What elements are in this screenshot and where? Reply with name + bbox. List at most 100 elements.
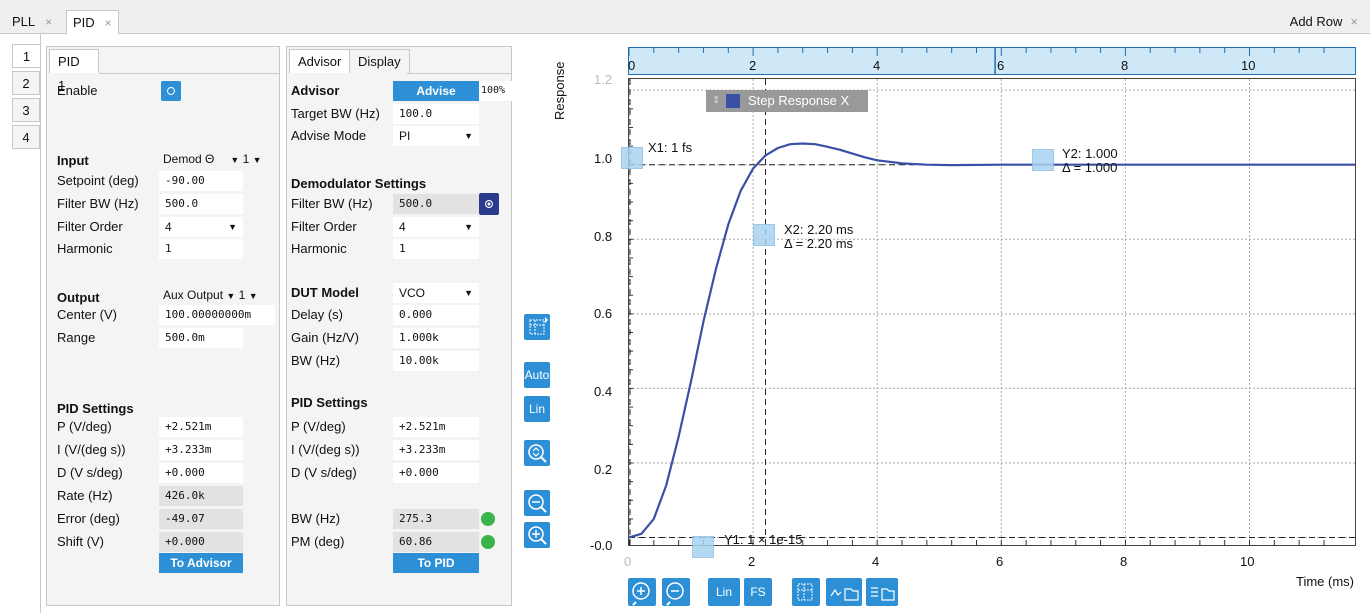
target-bw-field[interactable]: 100.0 [393,104,479,124]
x-tick-label: 4 [872,554,880,569]
overview-tick-label: 4 [873,58,881,73]
cursor-x1-label: X1: 1 fs [648,140,693,155]
d-field[interactable]: +0.000 [159,463,243,483]
side-tab-3[interactable]: 3 [12,98,40,122]
cursor-x2-handle[interactable] [753,224,775,246]
side-tab-1[interactable]: 1 [12,44,40,68]
save-plot-icon[interactable] [826,578,862,606]
enable-label: Enable [57,83,98,98]
y-tick-label: 0.4 [594,384,613,399]
gain-field[interactable]: 1.000k [393,328,479,348]
data-point [1124,164,1127,166]
save-data-icon[interactable] [866,578,898,606]
close-icon[interactable]: × [1350,14,1358,29]
cursor-y1-handle[interactable] [692,536,714,558]
cursor-x1-handle[interactable] [621,147,643,169]
advisor-d-field[interactable]: +0.000 [393,463,479,483]
data-point [690,380,692,382]
pm-status-led [481,535,495,549]
dut-model-title: DUT Model [291,285,359,300]
to-advisor-button[interactable]: To Advisor [159,553,243,573]
advise-button[interactable]: Advise [393,81,479,101]
close-icon[interactable]: × [104,16,112,30]
tab-pid[interactable]: PID × [66,10,119,34]
chevron-down-icon: ▼ [464,288,473,298]
shift-field: +0.000 [159,532,243,552]
cursor-x2-label: X2: 2.20 ms [784,222,854,237]
zoom-in-icon[interactable] [524,522,550,548]
cursor-math-icon[interactable] [792,578,820,606]
p-label: P (V/deg) [57,419,112,434]
to-pid-button[interactable]: To PID [393,553,479,573]
enable-toggle[interactable] [161,81,181,101]
series-line [629,142,1355,539]
advisor-i-field[interactable]: +3.233m [393,440,479,460]
cursor-y2-handle[interactable] [1032,149,1054,171]
data-point [839,149,841,151]
pm-label: PM (deg) [291,534,345,549]
filter-order-value: 4 [165,220,172,234]
bw-status-led [481,512,495,526]
tab-pid-label: PID [73,15,95,30]
advisor-p-field[interactable]: +2.521m [393,417,479,437]
drag-handle-icon[interactable]: ⇕ [712,95,721,106]
plot-area[interactable] [628,78,1356,546]
zoom-out-icon[interactable] [662,578,690,606]
cursor-math-icon[interactable] [524,314,550,340]
advisor-title: Advisor [291,83,340,98]
link-toggle[interactable] [479,193,499,215]
lin-scale-button[interactable]: Lin [524,396,550,422]
data-point [740,190,742,192]
p-field[interactable]: +2.521m [159,417,243,437]
x-overview-scrollbar[interactable]: 0 2 4 6 8 10 [628,47,1356,75]
data-point [653,518,655,520]
side-tab-2[interactable]: 2 [12,71,40,95]
filter-order-select[interactable]: 4 ▼ [159,217,243,237]
full-scale-button[interactable]: FS [744,578,772,606]
close-icon[interactable]: × [45,15,53,29]
demod-filter-bw-field: 500.0 [393,194,479,214]
output-source-select[interactable]: Aux Output ▼ 1 ▼ [163,288,258,302]
y-tick-label: -0.0 [590,538,613,553]
zoom-out-icon[interactable] [524,490,550,516]
harmonic-field[interactable]: 1 [159,239,243,259]
cursor-y1-label: Y1: 1 × 1e-15 [724,532,803,547]
demod-filter-bw-label: Filter BW (Hz) [291,196,373,211]
full-scale-label: FS [750,585,766,599]
auto-scale-button[interactable]: Auto [524,362,550,388]
add-row-button[interactable]: Add Row × [1290,14,1358,29]
tab-advisor[interactable]: Advisor [289,49,351,73]
side-tab-4[interactable]: 4 [12,125,40,149]
data-point [715,268,717,270]
input-source-select[interactable]: Demod Θ ▼ 1 ▼ [163,152,262,166]
zoom-fit-icon[interactable] [524,440,550,466]
advise-mode-select[interactable]: PI ▼ [393,126,479,146]
auto-label: Auto [524,368,550,382]
range-field[interactable]: 500.0m [159,328,243,348]
gain-label: Gain (Hz/V) [291,330,359,345]
error-field: -49.07 [159,509,243,529]
tab-display[interactable]: Display [349,49,410,73]
tab-pid-1[interactable]: PID 1 [49,49,99,93]
delay-field[interactable]: 0.000 [393,305,479,325]
dut-model-select[interactable]: VCO ▼ [393,283,479,303]
legend[interactable]: ⇕ Step Response X [706,90,868,112]
rate-label: Rate (Hz) [57,488,113,503]
i-field[interactable]: +3.233m [159,440,243,460]
tab-pll[interactable]: PLL × [6,10,58,34]
target-bw-label: Target BW (Hz) [291,106,380,121]
center-field[interactable]: 100.00000000m [159,305,275,325]
dut-bw-label: BW (Hz) [291,353,341,368]
d-label: D (V s/deg) [57,465,123,480]
setpoint-field[interactable]: -90.00 [159,171,243,191]
demod-harmonic-field[interactable]: 1 [393,239,479,259]
advise-mode-label: Advise Mode [291,128,367,143]
dut-bw-field[interactable]: 10.00k [393,351,479,371]
data-point [951,164,953,166]
advisor-p-label: P (V/deg) [291,419,346,434]
zoom-in-icon[interactable] [628,578,656,606]
advisor-panel: Advisor Display Advisor Advise 100% Targ… [286,46,513,606]
x-lin-scale-button[interactable]: Lin [708,578,740,606]
demod-filter-order-select[interactable]: 4 ▼ [393,217,479,237]
filter-bw-field[interactable]: 500.0 [159,194,243,214]
